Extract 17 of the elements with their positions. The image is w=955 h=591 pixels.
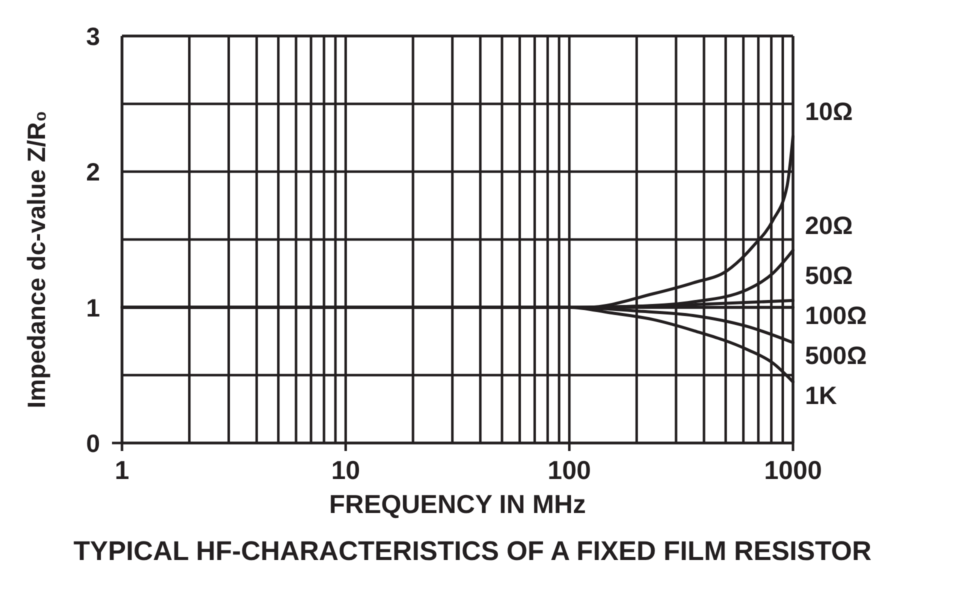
series-label: 500Ω — [805, 342, 867, 370]
x-tick-label: 1000 — [764, 455, 822, 485]
series-label: 100Ω — [805, 302, 867, 330]
series-label: 1K — [805, 382, 837, 410]
x-axis-title: FREQUENCY IN MHz — [329, 489, 586, 519]
x-tick-label: 10 — [331, 455, 360, 485]
y-axis-title: Impedance dc-value Z/R₀ — [23, 110, 51, 408]
text: TYPICAL HF-CHARACTERISTICS OF A FIXED FILM RESISTOR — [73, 536, 872, 566]
series-label: 50Ω — [805, 262, 853, 290]
x-tick-label: 1 — [114, 455, 130, 485]
x-tick-label: 100 — [548, 455, 592, 485]
y-tick-label: 1 — [86, 294, 100, 322]
series-label: 10Ω — [805, 98, 853, 126]
y-tick-label: 2 — [86, 158, 100, 187]
y-tick-label: 3 — [86, 23, 100, 51]
series-label: 20Ω — [805, 212, 853, 240]
y-tick-label: 0 — [86, 430, 100, 458]
